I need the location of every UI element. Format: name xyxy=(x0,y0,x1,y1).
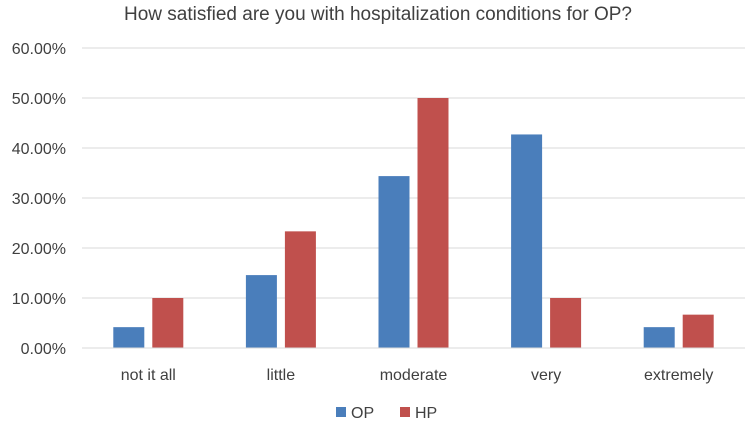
x-axis-categories: not it all little moderate very extremely xyxy=(121,367,714,384)
y-tick-label: 50.00% xyxy=(12,91,66,108)
bar-op-not-it-all xyxy=(113,327,145,348)
legend-label-hp: HP xyxy=(415,405,437,422)
y-tick-label: 60.00% xyxy=(12,41,66,58)
chart-title: How satisfied are you with hospitalizati… xyxy=(124,4,632,25)
y-tick-label: 30.00% xyxy=(12,191,66,208)
legend-swatch-hp xyxy=(400,407,410,417)
x-category-label: very xyxy=(531,367,561,384)
x-category-label: moderate xyxy=(380,367,448,384)
bar-hp-very xyxy=(550,298,582,348)
bar-op-extremely xyxy=(643,327,675,348)
bar-op-moderate xyxy=(378,176,410,348)
legend-swatch-op xyxy=(336,407,346,417)
y-tick-label: 0.00% xyxy=(21,341,66,358)
y-axis-ticks: 0.00% 10.00% 20.00% 30.00% 40.00% 50.00% 60.00… xyxy=(12,41,66,358)
bar-hp-extremely xyxy=(682,314,714,348)
y-tick-label: 10.00% xyxy=(12,291,66,308)
legend: OP HP xyxy=(336,405,437,422)
bar-op-little xyxy=(245,275,277,348)
bar-hp-not-it-all xyxy=(152,298,184,348)
gridlines xyxy=(82,47,745,299)
bars xyxy=(113,98,714,348)
x-category-label: extremely xyxy=(644,367,713,384)
x-category-label: not it all xyxy=(121,367,176,384)
bar-op-very xyxy=(511,134,543,348)
legend-label-op: OP xyxy=(351,405,374,422)
bar-hp-little xyxy=(284,231,316,348)
y-tick-label: 40.00% xyxy=(12,141,66,158)
bar-hp-moderate xyxy=(417,98,449,348)
x-category-label: little xyxy=(267,367,296,384)
y-tick-label: 20.00% xyxy=(12,241,66,258)
